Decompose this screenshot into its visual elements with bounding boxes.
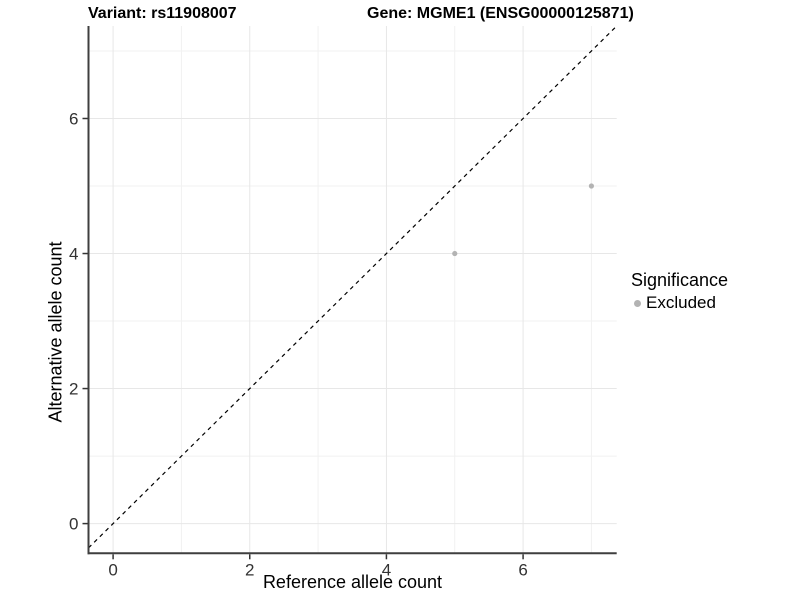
plot-title-gene: Gene: MGME1 (ENSG00000125871) — [367, 5, 634, 22]
identity-dashed-line — [88, 25, 618, 549]
legend-title: Significance — [631, 270, 729, 290]
y-tick-label: 6 — [69, 109, 78, 128]
legend-item-label: Excluded — [646, 293, 716, 312]
x-tick-label: 2 — [245, 560, 254, 579]
legend-item-excluded: Excluded — [631, 293, 796, 313]
x-tick-label: 4 — [382, 560, 391, 579]
y-tick-label: 2 — [69, 380, 78, 399]
legend-point-icon — [634, 299, 641, 307]
x-tick-label: 0 — [108, 560, 117, 579]
y-axis-title: Alternative allele count — [45, 241, 66, 423]
y-tick-label: 0 — [69, 515, 78, 534]
data-point — [452, 250, 458, 257]
y-tick-label: 4 — [69, 245, 78, 264]
x-tick-label: 6 — [518, 560, 527, 579]
data-point — [588, 183, 595, 189]
plot-title-variant: Variant: rs11908007 — [88, 5, 237, 22]
x-axis-title: Reference allele count — [262, 572, 443, 592]
legend: Significance Excluded — [631, 270, 796, 313]
